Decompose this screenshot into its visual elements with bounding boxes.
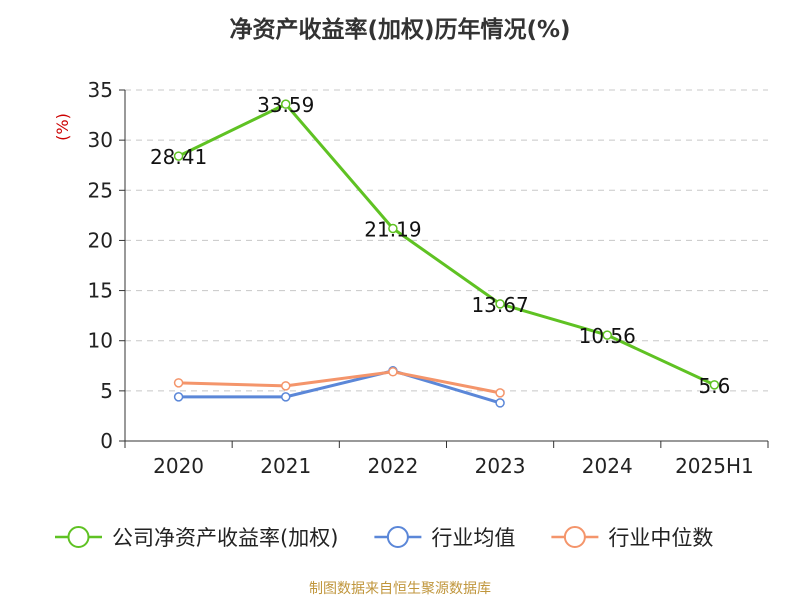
data-label: 33.59 (257, 93, 314, 117)
data-point (602, 330, 612, 340)
data-point (495, 398, 505, 408)
series-lines (173, 99, 720, 408)
legend-item-2[interactable]: 行业中位数 (551, 526, 713, 550)
x-tick-label: 2023 (475, 454, 526, 478)
data-labels: 28.41 33.59 21.19 13.67 10.56 5.6 (150, 93, 730, 398)
y-tick-label: 5 (100, 379, 113, 403)
series-line-2 (178, 370, 501, 395)
legend-label: 行业中位数 (608, 526, 713, 550)
legend-label: 公司净资产收益率(加权) (112, 526, 338, 550)
data-point (173, 151, 184, 161)
grid-lines (125, 89, 768, 392)
y-tick-label: 30 (88, 128, 113, 152)
data-label: 10.56 (579, 324, 636, 348)
data-point (388, 367, 398, 377)
data-point (281, 381, 291, 391)
data-point (495, 299, 505, 309)
data-point (281, 392, 291, 402)
x-tick-label: 2025H1 (675, 454, 754, 478)
data-label: 28.41 (150, 145, 207, 169)
chart-title: 净资产收益率(加权)历年情况(%) (229, 17, 571, 43)
data-label: 21.19 (364, 217, 421, 241)
x-tick-label: 2022 (367, 454, 418, 478)
y-tick-label: 20 (88, 228, 113, 252)
axes: 0 5 10 15 20 25 30 35 2020 2021 2022 2023 2024 2025H1 (88, 78, 769, 478)
x-tick-label: 2020 (153, 454, 204, 478)
x-tick-label: 2021 (260, 454, 311, 478)
series-line-0 (177, 102, 716, 387)
y-tick-label: 35 (88, 78, 113, 102)
data-point (281, 99, 291, 109)
legend-item-0[interactable]: 公司净资产收益率(加权) (55, 526, 338, 550)
legend-marker (67, 526, 90, 548)
legend-marker (563, 526, 586, 548)
data-point (173, 378, 184, 388)
legend[interactable]: 公司净资产收益率(加权) 行业均值 行业中位数 (55, 526, 713, 550)
legend-label: 行业均值 (431, 526, 515, 550)
y-tick-label: 0 (100, 429, 113, 453)
data-point (709, 380, 720, 390)
x-tick-label: 2024 (582, 454, 633, 478)
source-text: 制图数据来自恒生聚源数据库 (309, 581, 491, 597)
data-point (495, 388, 505, 398)
y-tick-label: 10 (88, 329, 113, 353)
series-line-1 (178, 369, 501, 405)
y-tick-label: 15 (88, 279, 113, 303)
legend-marker (386, 526, 409, 548)
data-point (388, 223, 398, 234)
legend-item-1[interactable]: 行业均值 (374, 526, 515, 550)
data-point (173, 392, 184, 402)
data-label: 13.67 (471, 293, 528, 317)
y-axis-label: (%) (53, 113, 72, 141)
data-label: 5.6 (699, 374, 731, 398)
y-tick-label: 25 (88, 178, 113, 202)
